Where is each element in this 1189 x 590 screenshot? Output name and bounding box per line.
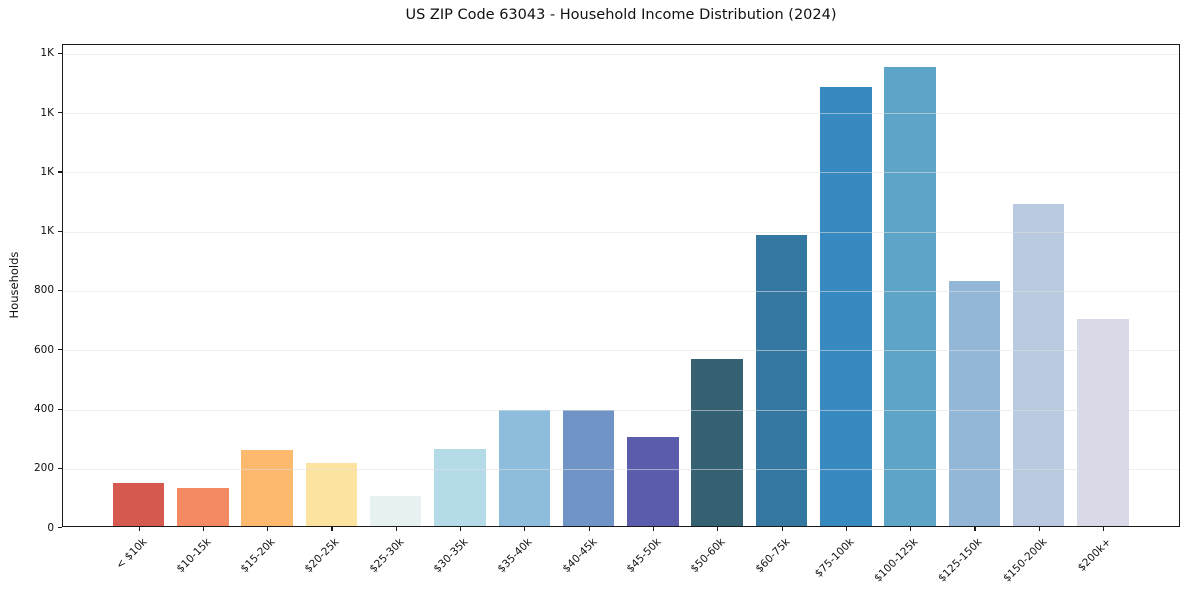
x-tick-mark bbox=[267, 527, 269, 531]
y-tick-label: 800 bbox=[33, 284, 54, 297]
x-tick-mark bbox=[717, 527, 719, 531]
y-tick-mark bbox=[58, 349, 62, 351]
x-tick-mark bbox=[524, 527, 526, 531]
x-tick-mark bbox=[588, 527, 590, 531]
gridline bbox=[63, 113, 1179, 115]
bar-$35-40k bbox=[498, 409, 550, 526]
y-tick-mark bbox=[58, 408, 62, 410]
gridline bbox=[63, 53, 1179, 55]
plot-area bbox=[62, 44, 1180, 527]
bar-$200k+ bbox=[1077, 319, 1129, 526]
y-tick-label: 600 bbox=[33, 343, 54, 356]
x-tick-mark bbox=[1038, 527, 1040, 531]
x-tick-mark bbox=[395, 527, 397, 531]
gridline bbox=[63, 172, 1179, 174]
y-tick-mark bbox=[58, 171, 62, 173]
gridline bbox=[63, 290, 1179, 292]
gridline bbox=[63, 350, 1179, 352]
y-tick-mark bbox=[58, 230, 62, 232]
y-tick-mark bbox=[58, 52, 62, 55]
x-tick-mark bbox=[202, 527, 204, 531]
bar-$30-35k bbox=[434, 449, 486, 526]
y-tick-label: 1K bbox=[40, 47, 54, 60]
gridline bbox=[63, 409, 1179, 411]
x-tick-mark bbox=[910, 527, 912, 531]
bar-$45-50k bbox=[627, 436, 679, 526]
chart-title: US ZIP Code 63043 - Household Income Dis… bbox=[405, 7, 837, 23]
x-tick-mark bbox=[845, 527, 847, 531]
x-tick-mark bbox=[460, 527, 462, 531]
bar-$10-15k bbox=[177, 487, 229, 526]
y-tick-mark bbox=[58, 112, 62, 114]
x-tick-mark bbox=[974, 527, 976, 531]
bar-$40-45k bbox=[562, 409, 615, 526]
y-tick-mark bbox=[58, 467, 62, 469]
x-tick-mark bbox=[781, 527, 783, 531]
gridline bbox=[63, 231, 1179, 233]
x-tick-mark bbox=[1103, 527, 1105, 531]
bar-< $10k bbox=[112, 483, 165, 526]
bar-$125-150k bbox=[948, 280, 1001, 526]
y-tick-mark bbox=[58, 527, 62, 529]
bar-$75-100k bbox=[820, 87, 872, 526]
y-tick-label: 400 bbox=[33, 403, 54, 415]
y-tick-label: 1K bbox=[40, 165, 54, 178]
x-tick-label: < $10k bbox=[113, 536, 149, 572]
bar-$20-25k bbox=[305, 462, 358, 526]
x-tick-mark bbox=[331, 527, 333, 531]
bar-$50-60k bbox=[691, 359, 743, 526]
bar-$25-30k bbox=[369, 495, 422, 526]
y-tick-label: 0 bbox=[47, 521, 54, 534]
gridline bbox=[63, 468, 1179, 470]
x-tick-mark bbox=[138, 527, 140, 531]
y-tick-label: 200 bbox=[33, 462, 54, 475]
x-tick-mark bbox=[652, 527, 655, 531]
y-tick-label: 1K bbox=[40, 225, 54, 238]
bar-$60-75k bbox=[755, 235, 808, 526]
bar-$150-200k bbox=[1012, 203, 1065, 526]
y-tick-label: 1K bbox=[40, 106, 54, 119]
bar-$100-125k bbox=[884, 66, 936, 526]
bar-$15-20k bbox=[241, 449, 293, 526]
y-tick-mark bbox=[58, 289, 62, 292]
